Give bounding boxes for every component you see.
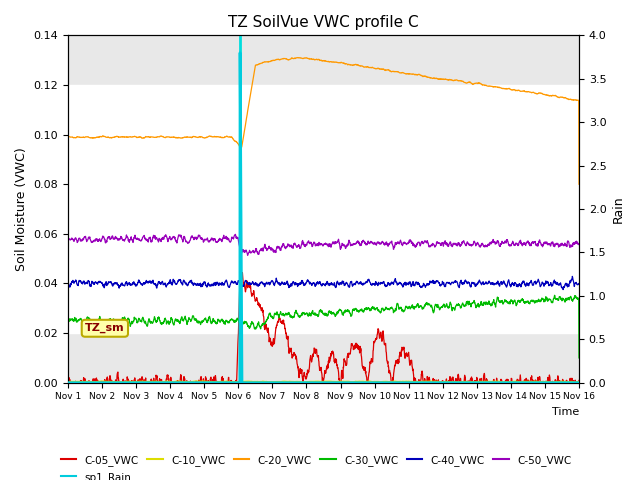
Legend: sp1_Rain: sp1_Rain — [56, 468, 136, 480]
Y-axis label: Rain: Rain — [612, 195, 625, 223]
Title: TZ SoilVue VWC profile C: TZ SoilVue VWC profile C — [228, 15, 419, 30]
Bar — [68, 85, 579, 333]
Y-axis label: Soil Moisture (VWC): Soil Moisture (VWC) — [15, 147, 28, 271]
Legend: C-05_VWC, C-10_VWC, C-20_VWC, C-30_VWC, C-40_VWC, C-50_VWC: C-05_VWC, C-10_VWC, C-20_VWC, C-30_VWC, … — [56, 451, 575, 470]
X-axis label: Time: Time — [552, 407, 579, 417]
Text: TZ_sm: TZ_sm — [85, 323, 125, 334]
